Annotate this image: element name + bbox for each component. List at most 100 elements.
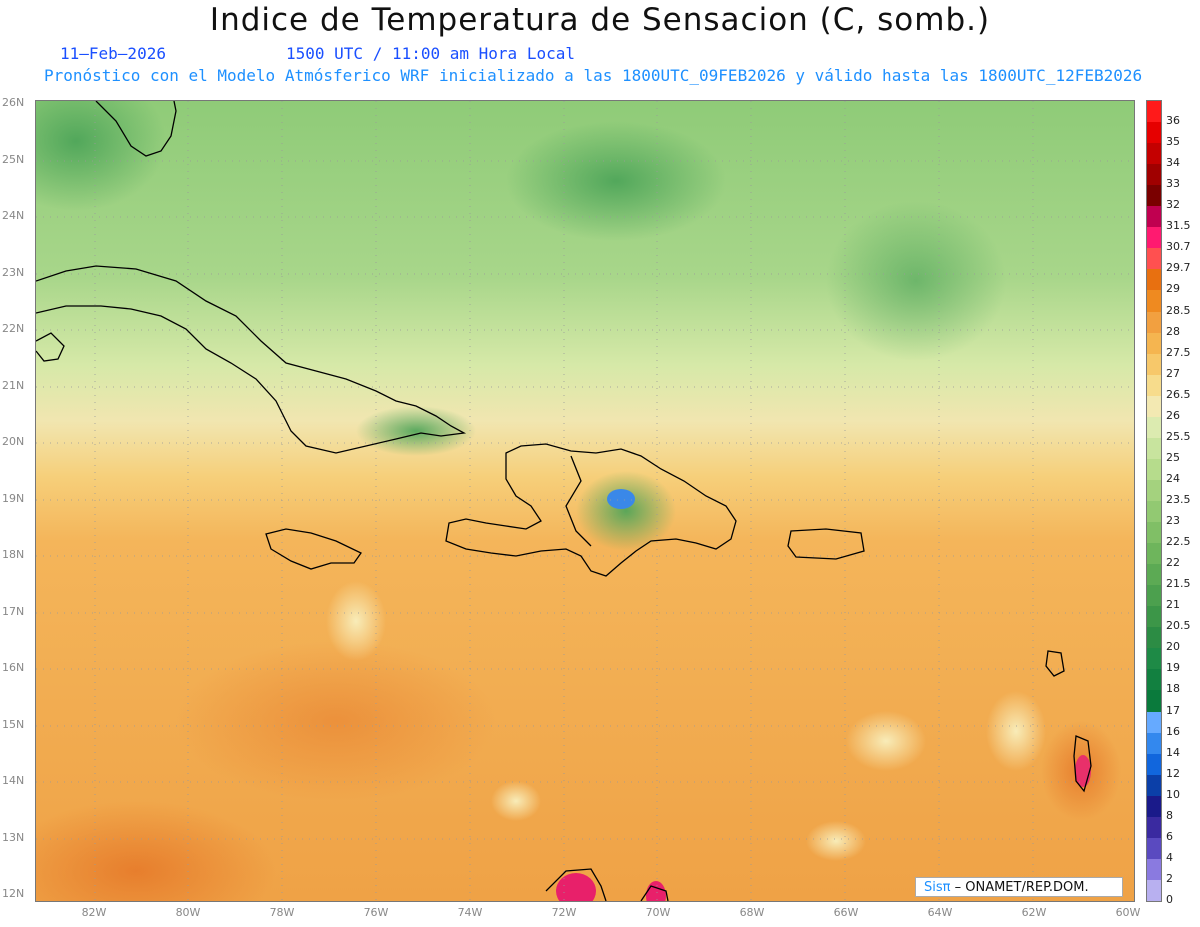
lat-label: 19N: [2, 491, 25, 505]
colorbar-segment: [1147, 206, 1161, 228]
colorbar-label: 23: [1166, 514, 1180, 528]
colorbar-segment: [1147, 690, 1161, 713]
colorbar-label: 26: [1166, 408, 1180, 422]
colorbar-label: 18: [1166, 682, 1180, 696]
colorbar-segment: [1147, 753, 1161, 776]
colorbar-label: 32: [1166, 198, 1180, 212]
colorbar-label: 34: [1166, 156, 1180, 170]
colorbar-label: 21: [1166, 598, 1180, 612]
pale-patch-4: [986, 691, 1046, 771]
lat-label: 15N: [2, 717, 25, 731]
pale-patch-2: [491, 781, 541, 821]
colorbar-label: 29: [1166, 282, 1180, 296]
colorbar-segment: [1147, 711, 1161, 734]
colorbar-label: 25.5: [1166, 429, 1191, 443]
lat-label: 13N: [2, 830, 25, 844]
cool-zone-florida: [36, 101, 166, 211]
colorbar-segment: [1147, 543, 1161, 565]
lon-label: 82W: [81, 906, 107, 919]
colorbar-segment: [1147, 627, 1161, 649]
colorbar-segment: [1147, 353, 1161, 376]
colorbar-segment: [1147, 164, 1161, 186]
colorbar-segment: [1147, 458, 1161, 481]
colorbar-label: 29.7: [1166, 261, 1191, 275]
colorbar-label: 17: [1166, 703, 1180, 717]
lon-label: 72W: [551, 906, 577, 919]
colorbar-segment: [1147, 290, 1161, 313]
colorbar-label: 20.5: [1166, 619, 1191, 633]
colorbar-segment: [1147, 732, 1161, 755]
colorbar-label: 0: [1166, 893, 1173, 906]
cool-zone-atlantic: [506, 121, 726, 241]
colorbar-segment: [1147, 122, 1161, 144]
colorbar-segment: [1147, 858, 1161, 881]
colorbar-segment: [1147, 185, 1161, 207]
colorbar-label: 20: [1166, 640, 1180, 654]
lat-label: 20N: [2, 435, 25, 448]
cool-zone-cuba: [356, 406, 476, 456]
colorbar-label: 31.5: [1166, 219, 1191, 233]
lat-label: 22N: [2, 322, 25, 335]
colorbar-segment: [1147, 269, 1161, 291]
lat-label: 24N: [2, 209, 25, 222]
lon-label: 70W: [645, 906, 671, 919]
colorbar-label: 21.5: [1166, 577, 1191, 591]
lat-label: 14N: [2, 774, 25, 787]
coast-martinique: [1073, 735, 1092, 793]
coast-venezuela: [640, 885, 669, 901]
sispi-logo: Sisπ: [924, 880, 951, 895]
colorbar-label: 27: [1166, 366, 1180, 380]
colorbar-segment: [1147, 437, 1161, 460]
valid-time-label: 1500 UTC / 11:00 am Hora Local: [286, 44, 575, 63]
colorbar-segment: [1147, 669, 1161, 691]
colorbar-segment: [1147, 564, 1161, 586]
lat-label: 17N: [2, 604, 25, 618]
credit-text: – ONAMET/REP.DOM.: [954, 880, 1089, 895]
colorbar-segment: [1147, 248, 1161, 270]
colorbar-label: 2: [1166, 871, 1173, 885]
colorbar: [1146, 100, 1162, 902]
grid-lines: [36, 101, 1134, 901]
lon-label: 64W: [927, 906, 953, 919]
colorbar-label: 28.5: [1166, 303, 1191, 317]
heat-index-map: [35, 100, 1135, 902]
pale-patch-1: [326, 581, 386, 661]
colorbar-segment: [1147, 332, 1161, 355]
colorbar-segment: [1147, 395, 1161, 418]
colorbar-segment: [1147, 879, 1161, 902]
colorbar-label: 6: [1166, 829, 1173, 843]
colorbar-segment: [1147, 101, 1161, 123]
hot-spot-colombia: [556, 873, 596, 901]
colorbar-label: 36: [1166, 114, 1180, 128]
coast-colombia: [545, 868, 607, 901]
lon-label: 78W: [269, 906, 295, 919]
coastlines: [36, 101, 1092, 901]
coast-jamaica: [265, 528, 362, 570]
lat-label: 25N: [2, 152, 25, 166]
colorbar-label: 35: [1166, 135, 1180, 149]
colorbar-label: 4: [1166, 850, 1173, 864]
colorbar-label: 23.5: [1166, 493, 1191, 506]
colorbar-label: 22: [1166, 556, 1180, 570]
cool-zone-hispaniola: [576, 471, 676, 551]
cool-zone-east: [826, 201, 1006, 361]
colorbar-segment: [1147, 501, 1161, 523]
lat-label: 23N: [2, 265, 25, 279]
date-label: 11–Feb–2026: [60, 44, 166, 63]
colorbar-segment: [1147, 311, 1161, 334]
lat-label: 16N: [2, 661, 25, 674]
lon-label: 74W: [457, 906, 483, 919]
lon-label: 62W: [1021, 906, 1047, 919]
colorbar-label: 14: [1166, 745, 1180, 759]
colorbar-label: 26.5: [1166, 387, 1191, 401]
map-title: Indice de Temperatura de Sensacion (C, s…: [209, 2, 991, 38]
lon-label: 60W: [1115, 906, 1141, 919]
colorbar-segment: [1147, 795, 1161, 818]
colorbar-segment: [1147, 143, 1161, 165]
credit-box: Sisπ – ONAMET/REP.DOM.: [915, 877, 1123, 897]
warm-zone-caribbean: [176, 641, 496, 801]
colorbar-label: 30.7: [1166, 240, 1191, 254]
colorbar-segment: [1147, 522, 1161, 544]
colorbar-segment: [1147, 606, 1161, 628]
lon-label: 76W: [363, 906, 389, 919]
